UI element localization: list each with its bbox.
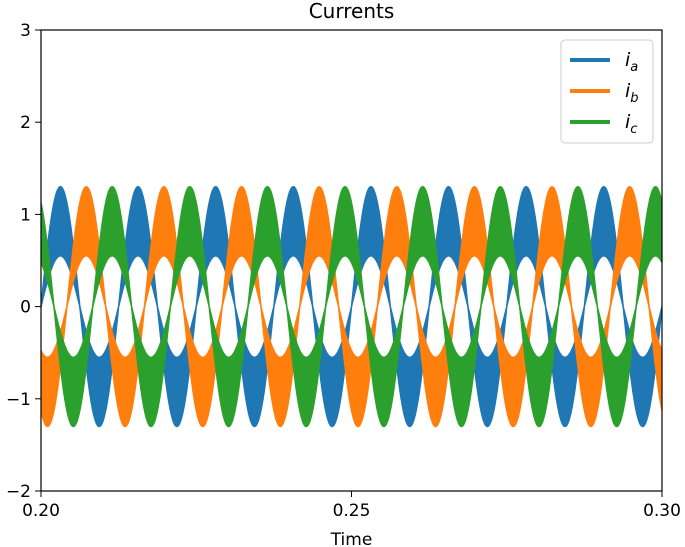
legend-label-ib: ib — [625, 80, 639, 106]
legend-label-ia: ia — [625, 49, 638, 75]
x-axis-label: Time — [330, 530, 373, 547]
x-tick-label: 0.25 — [333, 501, 371, 521]
y-tick-label: 0 — [20, 298, 31, 318]
y-tick-label: −1 — [6, 390, 31, 410]
y-tick-label: −2 — [6, 482, 31, 502]
chart-title: Currents — [309, 0, 395, 23]
x-tick-label: 0.20 — [22, 501, 60, 521]
series-layer — [41, 185, 662, 428]
series-ib-band — [41, 185, 662, 428]
series-ic-band — [41, 185, 662, 428]
y-tick-label: 1 — [20, 205, 31, 225]
y-tick-label: 2 — [20, 113, 31, 133]
series-ia-band — [41, 185, 662, 428]
ticks-layer: 0.20 0.25 0.30 −2 −1 0 1 2 3 — [6, 21, 681, 521]
y-tick-label: 3 — [20, 21, 31, 41]
legend: ia ib ic — [560, 39, 654, 144]
x-tick-label: 0.30 — [643, 501, 681, 521]
legend-label-ic: ic — [625, 111, 637, 137]
